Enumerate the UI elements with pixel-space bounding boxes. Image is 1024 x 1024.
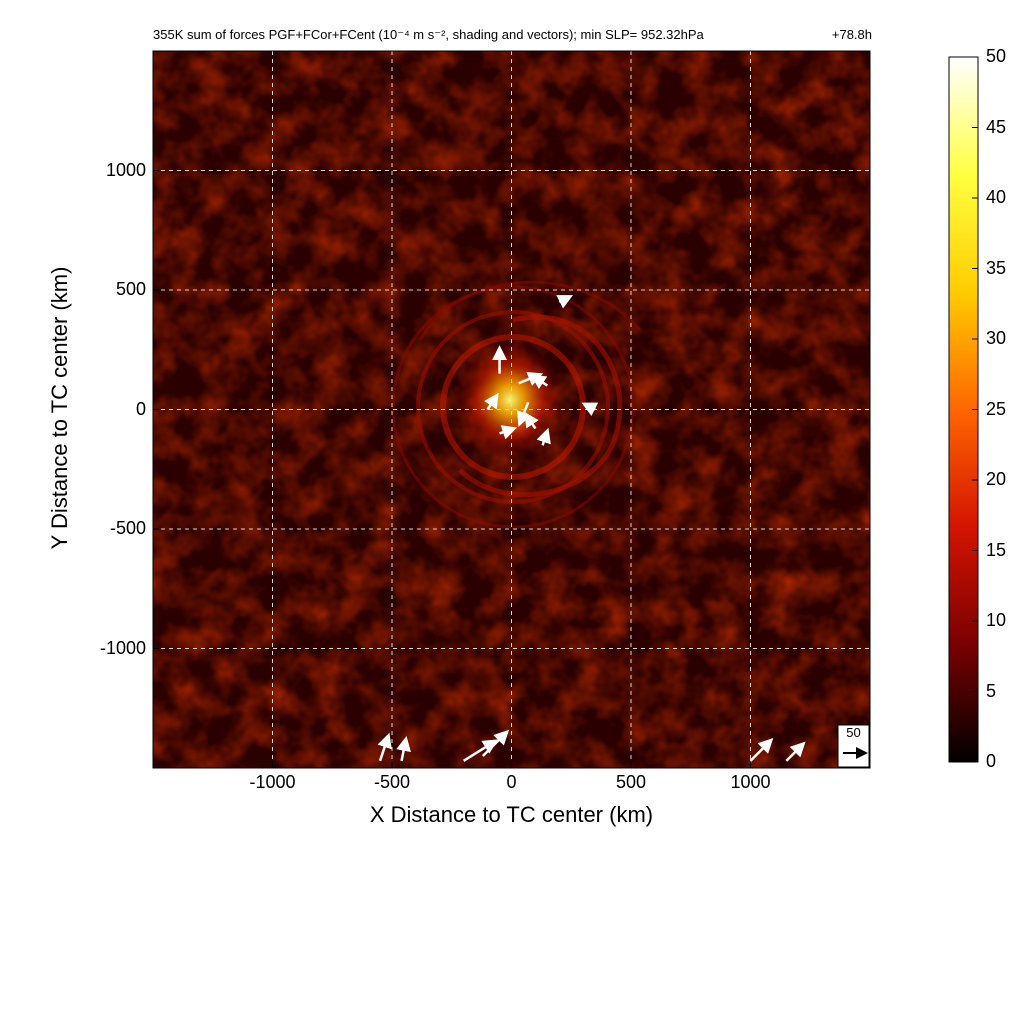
colorbar-tick-label: 30 (986, 328, 1007, 348)
colorbar-ticks (972, 56, 978, 763)
colorbar-tick-label: 40 (986, 187, 1007, 207)
reference-vector-box (837, 724, 870, 768)
y-tick-label: 0 (135, 398, 146, 419)
force-vector-arrow (785, 741, 806, 762)
force-vector-arrow (396, 735, 411, 762)
x-tick-label: -500 (373, 772, 411, 792)
colorbar-tick-label: 25 (986, 398, 1007, 419)
forecast-time: +78.8h (831, 27, 872, 42)
chart-title: 355K sum of forces PGF+FCor+FCent (10⁻⁴ … (153, 27, 704, 42)
x-tick-label: 1000 (730, 772, 771, 792)
colorbar-tick-label: 45 (986, 116, 1007, 137)
x-tick-label: 500 (615, 772, 647, 792)
y-tick-label: -1000 (99, 637, 146, 658)
force-vector-arrow (517, 401, 531, 427)
y-tick-label: 1000 (105, 159, 146, 180)
core-maximum (455, 340, 565, 460)
force-vector-arrow (581, 402, 599, 417)
vector-field (377, 295, 806, 762)
colorbar-tick-label: 5 (986, 680, 997, 701)
spiral-band (418, 280, 642, 341)
force-vector-arrow (499, 425, 518, 440)
spiral-band (391, 285, 635, 529)
x-axis-label: X Distance to TC center (km) (369, 802, 654, 827)
force-vector-arrow (484, 392, 499, 411)
axis-ticks (153, 170, 751, 768)
colorbar-tick-label: 15 (986, 539, 1007, 560)
force-vector-arrow (536, 427, 551, 446)
force-vector-arrow (530, 374, 549, 390)
x-tick-label: -1000 (249, 772, 296, 792)
spiral-band (416, 310, 610, 504)
reference-vector-label: 50 (846, 725, 861, 740)
force-vector-arrow (481, 729, 510, 757)
colorbar-tick-label: 0 (986, 751, 997, 771)
spiral-band (458, 314, 623, 498)
colorbar-tick-label: 50 (986, 46, 1007, 66)
y-tick-label: 500 (115, 279, 146, 299)
force-vector-arrow (524, 411, 539, 430)
colorbar-tick-label: 10 (986, 610, 1007, 630)
y-tick-label: -500 (109, 518, 146, 538)
force-vector-arrow (749, 738, 774, 762)
colorbar-tick-label: 35 (986, 257, 1007, 278)
force-vector-arrow (556, 295, 574, 309)
colorbar-tick-label: 20 (986, 469, 1007, 489)
force-vector-arrow (377, 732, 392, 762)
x-tick-label: 0 (506, 772, 517, 792)
force-vector-arrow (463, 739, 499, 762)
plot-area (153, 51, 870, 768)
